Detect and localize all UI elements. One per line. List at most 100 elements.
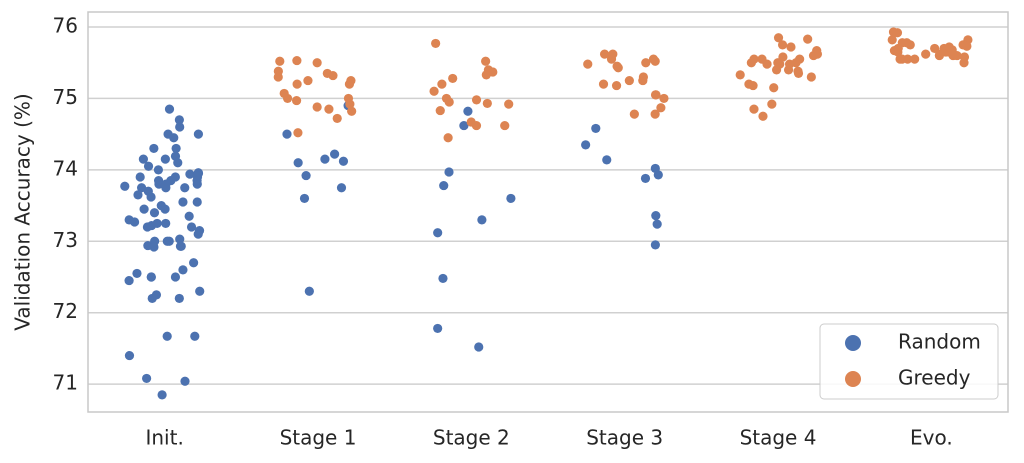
- data-point: [481, 56, 491, 66]
- data-point: [459, 120, 469, 131]
- data-point: [291, 95, 302, 106]
- data-point: [786, 42, 796, 52]
- data-point: [151, 290, 162, 300]
- data-point: [142, 373, 152, 384]
- data-point: [164, 236, 174, 246]
- data-point: [887, 35, 897, 45]
- data-point: [304, 286, 314, 296]
- data-point: [757, 54, 767, 64]
- data-point: [629, 109, 639, 119]
- data-point: [184, 211, 194, 221]
- data-point: [758, 111, 768, 121]
- x-tick-label: Stage 3: [586, 426, 663, 450]
- data-point: [136, 183, 147, 193]
- data-point: [299, 193, 310, 204]
- y-tick-label: 74: [53, 156, 78, 180]
- data-point: [192, 175, 202, 186]
- data-point: [157, 390, 167, 400]
- data-point: [504, 99, 514, 109]
- data-point: [164, 104, 175, 114]
- data-point: [598, 79, 609, 89]
- data-point: [959, 58, 969, 68]
- data-point: [652, 219, 662, 229]
- legend-box: [819, 323, 999, 400]
- data-point: [463, 106, 473, 116]
- data-point: [611, 80, 622, 91]
- data-point: [169, 133, 179, 143]
- data-point: [429, 86, 439, 96]
- data-point: [180, 183, 190, 193]
- data-point: [793, 66, 803, 76]
- legend-marker: [845, 371, 861, 387]
- data-point: [650, 240, 660, 250]
- data-point: [921, 49, 931, 59]
- data-point: [275, 56, 285, 66]
- data-point: [935, 49, 945, 59]
- data-point: [773, 33, 784, 43]
- y-tick-label: 72: [53, 299, 78, 323]
- y-tick-label: 76: [53, 14, 78, 38]
- legend-label: Random: [898, 330, 981, 354]
- data-point: [474, 342, 484, 352]
- data-point: [888, 27, 899, 37]
- data-point: [443, 133, 453, 143]
- data-point: [481, 70, 491, 80]
- x-tick-label: Stage 2: [433, 426, 510, 450]
- data-point: [500, 120, 510, 131]
- data-point: [154, 175, 164, 186]
- data-point: [282, 93, 293, 104]
- data-point: [777, 40, 788, 50]
- data-point: [893, 43, 903, 54]
- data-point: [161, 218, 171, 229]
- data-point: [624, 75, 634, 86]
- legend-label: Greedy: [898, 366, 971, 390]
- data-point: [175, 122, 185, 132]
- data-point: [583, 59, 593, 69]
- data-point: [347, 106, 357, 116]
- data-point: [438, 273, 448, 284]
- data-point: [650, 163, 660, 174]
- data-point: [897, 54, 907, 64]
- data-point: [149, 143, 159, 154]
- data-point: [171, 143, 181, 154]
- data-point: [185, 169, 195, 179]
- data-point: [303, 75, 313, 86]
- data-point: [591, 123, 601, 134]
- data-point: [180, 376, 190, 386]
- data-point: [345, 99, 355, 109]
- data-point: [944, 42, 954, 52]
- data-point: [282, 129, 292, 139]
- data-point: [431, 38, 441, 49]
- data-point: [193, 129, 204, 139]
- data-point: [194, 225, 205, 236]
- data-point: [444, 167, 454, 177]
- data-point: [124, 275, 134, 286]
- data-point: [640, 173, 651, 184]
- data-point: [135, 172, 145, 182]
- data-point: [301, 170, 311, 181]
- data-point: [175, 234, 185, 244]
- data-point: [149, 208, 160, 218]
- data-point: [641, 58, 651, 68]
- data-point: [336, 183, 347, 193]
- data-point: [186, 222, 197, 232]
- data-point: [152, 218, 162, 229]
- data-point: [138, 154, 148, 164]
- data-point: [769, 83, 779, 93]
- x-tick-label: Stage 4: [740, 426, 817, 450]
- data-point: [174, 293, 184, 304]
- data-point: [124, 350, 135, 361]
- data-point: [175, 241, 186, 251]
- data-point: [292, 79, 302, 89]
- data-point: [195, 286, 205, 296]
- data-point: [444, 97, 454, 107]
- data-point: [346, 75, 356, 86]
- data-point: [506, 193, 516, 204]
- data-point: [149, 242, 159, 252]
- y-tick-label: 71: [53, 371, 78, 395]
- data-point: [124, 215, 134, 225]
- data-point: [190, 331, 200, 341]
- data-point: [178, 265, 188, 275]
- data-point: [748, 80, 758, 91]
